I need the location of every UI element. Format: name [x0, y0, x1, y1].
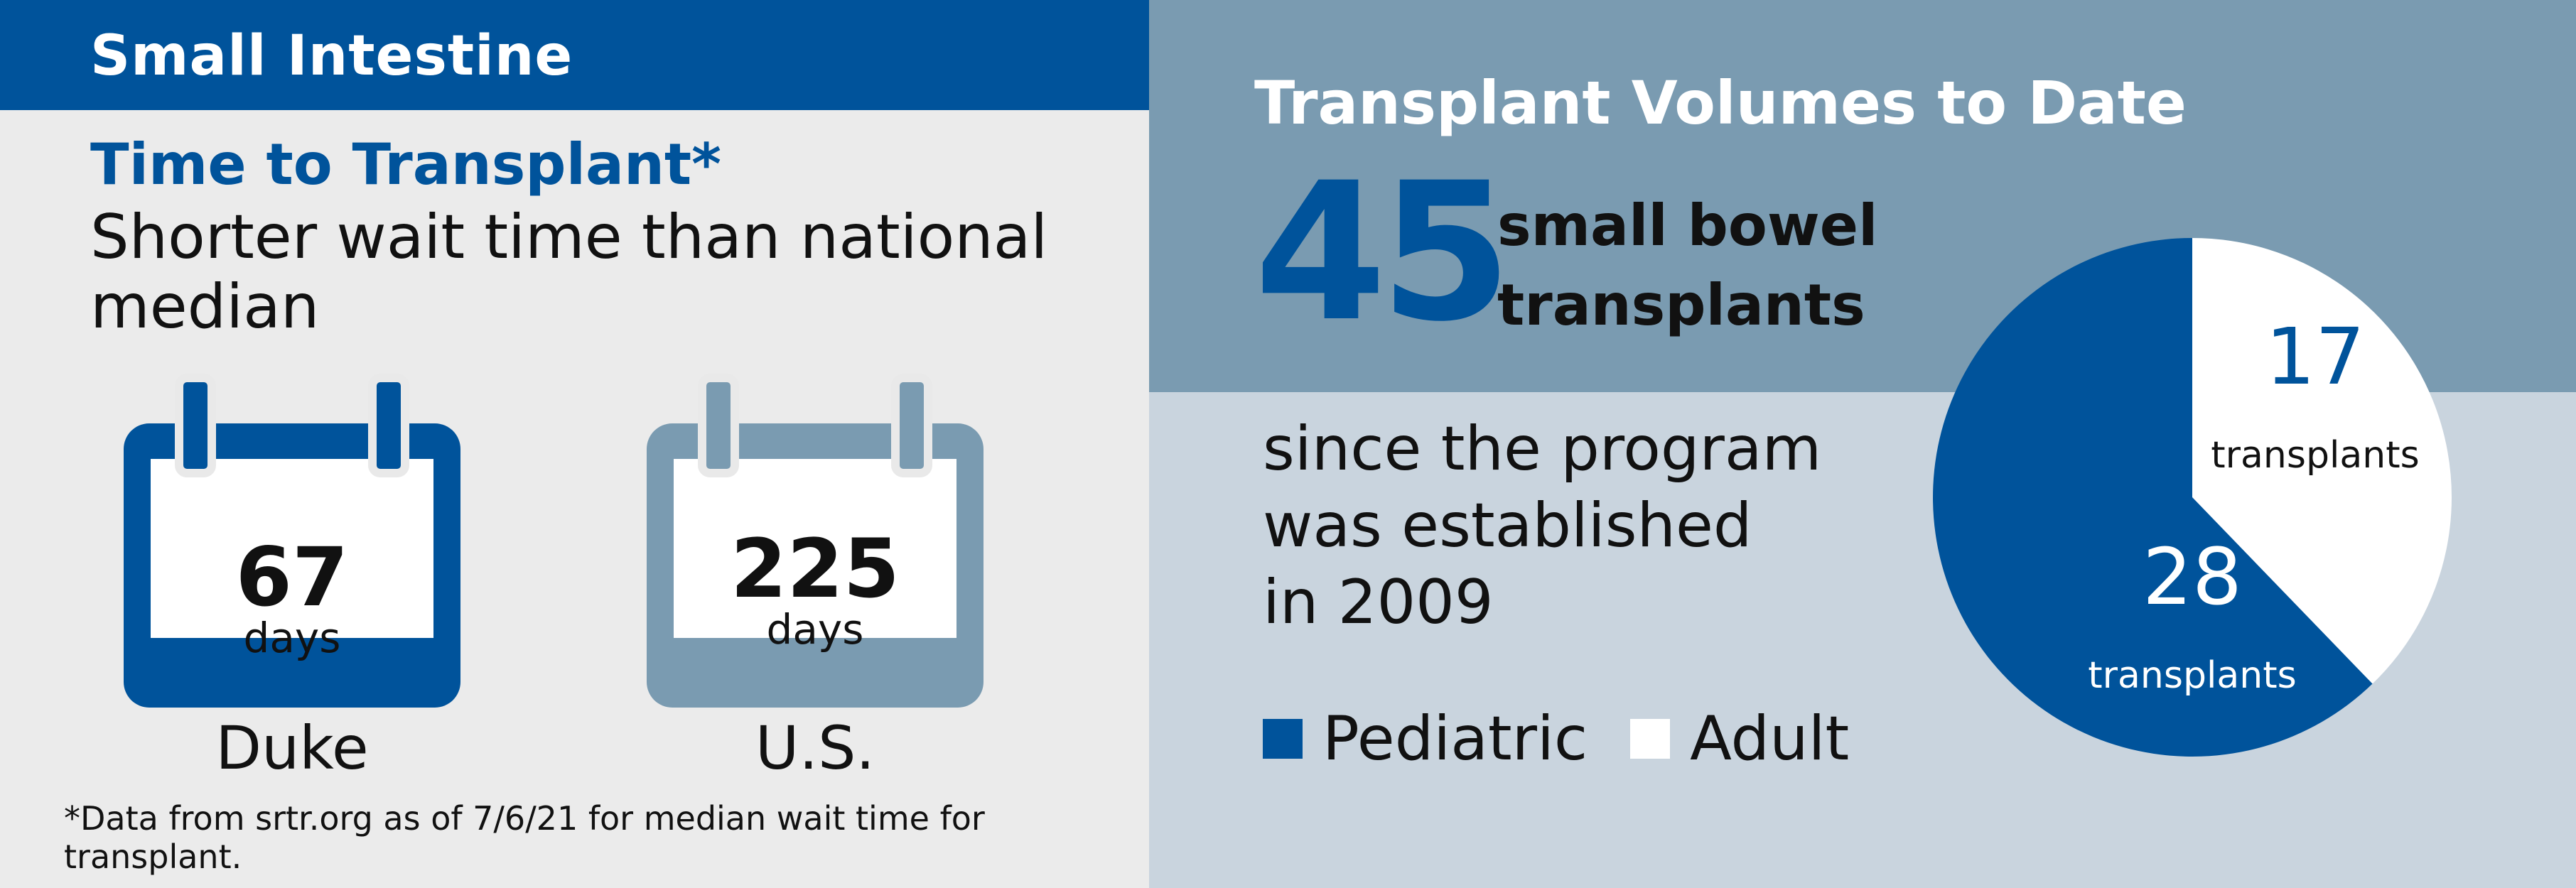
section-title: Small Intestine: [90, 24, 573, 88]
duke-label: Duke: [215, 713, 369, 783]
since-line-2: was established: [1263, 490, 1752, 561]
pie-value-pediatric: 28: [2143, 531, 2242, 622]
legend-swatch-adult: [1630, 719, 1671, 759]
calendar-ring: [175, 374, 216, 477]
legend-item-pediatric: Pediatric: [1263, 703, 1588, 774]
caption-line-1: small bowel: [1497, 193, 1878, 259]
pie-legend: Pediatric Adult: [1263, 703, 1892, 774]
calendar-ring: [698, 374, 739, 477]
pie-label-pediatric: transplants: [2088, 654, 2296, 697]
footnote: *Data from srtr.org as of 7/6/21 for med…: [64, 799, 985, 876]
pie-slice-pediatric: [1933, 238, 2373, 757]
total-transplants-number: 45: [1254, 142, 1512, 364]
calendar-ring: [368, 374, 409, 477]
us-wait-days: 225: [731, 521, 900, 616]
section-header: Small Intestine: [0, 0, 1149, 110]
total-transplants-caption: small bowel transplants: [1497, 186, 1877, 345]
us-days-unit: days: [766, 605, 864, 654]
pie-label-adult: transplants: [2211, 434, 2419, 477]
calendar-page: [674, 459, 956, 638]
time-to-transplant-heading: Time to Transplant*: [90, 131, 722, 197]
legend-item-adult: Adult: [1630, 703, 1849, 774]
since-line-3: in 2009: [1263, 567, 1494, 638]
calendar-ring: [891, 374, 932, 477]
since-line-1: since the program: [1263, 413, 1822, 484]
duke-days-unit: days: [243, 614, 341, 662]
caption-line-2: transplants: [1497, 272, 1865, 338]
duke-wait-days: 67: [235, 530, 349, 624]
legend-label-pediatric: Pediatric: [1322, 703, 1588, 774]
volumes-title: Transplant Volumes to Date: [1254, 68, 2187, 138]
us-label: U.S.: [755, 713, 875, 783]
calendar-page: [151, 459, 433, 638]
duke-calendar: 67 days Duke: [124, 374, 460, 783]
legend-label-adult: Adult: [1690, 703, 1850, 774]
pie-slice-adult: [2192, 238, 2452, 684]
since-established-text: since the program was established in 200…: [1263, 411, 1821, 641]
time-to-transplant-description: Shorter wait time than national median: [90, 202, 1048, 342]
legend-swatch-pediatric: [1263, 719, 1303, 759]
us-calendar: 225 days U.S.: [647, 374, 983, 783]
left-panel: Small Intestine Time to Transplant* Shor…: [0, 0, 1149, 888]
pie-chart: 17 transplants 28 transplants: [1933, 238, 2452, 757]
pie-value-adult: 17: [2265, 311, 2365, 402]
right-panel: Transplant Volumes to Date 45 small bowe…: [1149, 0, 2576, 888]
